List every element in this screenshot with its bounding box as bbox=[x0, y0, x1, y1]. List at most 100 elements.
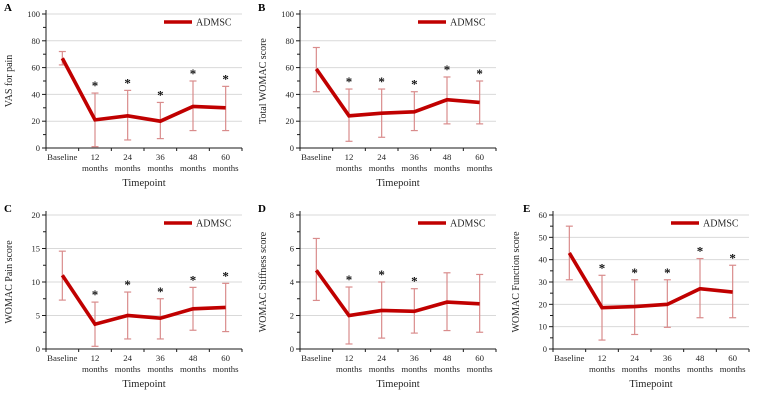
x-category-label: months bbox=[622, 364, 648, 374]
significance-marker: * bbox=[631, 265, 638, 280]
y-tick-label: 80 bbox=[286, 36, 295, 46]
y-tick-label: 40 bbox=[539, 255, 548, 265]
panel-b: B 0 20 40 60 80 100 * * * * * ADMSC Baseline 12 months… bbox=[256, 2, 506, 199]
x-category-label: Baseline bbox=[554, 353, 584, 363]
panel-letter-b: B bbox=[258, 2, 266, 14]
x-category-label: 48 bbox=[443, 353, 452, 363]
y-tick-label: 0 bbox=[36, 344, 40, 354]
x-category-label: 36 bbox=[156, 353, 165, 363]
x-category-label: months bbox=[336, 364, 362, 374]
significance-marker: * bbox=[346, 272, 353, 287]
y-tick-label: 0 bbox=[290, 143, 294, 153]
x-axis-title: Timepoint bbox=[376, 379, 419, 390]
significance-marker: * bbox=[599, 260, 606, 275]
x-category-label: months bbox=[115, 364, 141, 374]
significance-marker: * bbox=[378, 74, 385, 89]
y-tick-label: 0 bbox=[543, 344, 547, 354]
y-tick-label: 8 bbox=[290, 210, 294, 220]
y-tick-label: 15 bbox=[32, 244, 41, 254]
data-line bbox=[60, 274, 226, 327]
panel-letter-e: E bbox=[523, 203, 531, 215]
legend-label: ADMSC bbox=[196, 219, 232, 230]
significance-marker: * bbox=[92, 78, 99, 93]
x-category-label: 12 bbox=[91, 152, 100, 162]
significance-marker: * bbox=[664, 265, 671, 280]
y-tick-label: 10 bbox=[539, 322, 548, 332]
y-tick-label: 10 bbox=[32, 277, 41, 287]
x-category-label: months bbox=[213, 163, 239, 173]
y-tick-label: 20 bbox=[32, 116, 41, 126]
y-tick-label: 60 bbox=[286, 63, 295, 73]
x-category-label: months bbox=[401, 364, 427, 374]
x-category-label: 24 bbox=[123, 152, 132, 162]
x-category-label: months bbox=[720, 364, 746, 374]
x-category-label: 24 bbox=[630, 353, 639, 363]
x-category-label: months bbox=[687, 364, 713, 374]
x-category-label: months bbox=[467, 163, 493, 173]
y-tick-label: 5 bbox=[36, 311, 40, 321]
significance-marker: * bbox=[346, 74, 353, 89]
significance-marker: * bbox=[411, 274, 418, 289]
legend-label: ADMSC bbox=[196, 18, 232, 29]
x-category-label: months bbox=[654, 364, 680, 374]
y-tick-label: 0 bbox=[290, 344, 294, 354]
y-axis-title: WOMAC Pain score bbox=[4, 240, 15, 324]
significance-marker: * bbox=[729, 250, 736, 265]
legend-label: ADMSC bbox=[450, 18, 486, 29]
x-category-label: months bbox=[434, 364, 460, 374]
x-category-label: months bbox=[147, 163, 173, 173]
x-category-label: 24 bbox=[123, 353, 132, 363]
x-category-label: 36 bbox=[663, 353, 672, 363]
data-line bbox=[567, 252, 733, 310]
x-category-label: months bbox=[147, 364, 173, 374]
significance-marker: * bbox=[190, 66, 197, 81]
significance-marker: * bbox=[157, 87, 164, 102]
x-category-label: Baseline bbox=[301, 353, 331, 363]
x-category-label: 48 bbox=[189, 152, 198, 162]
y-tick-label: 100 bbox=[281, 9, 294, 19]
data-line bbox=[314, 269, 480, 318]
y-tick-label: 20 bbox=[32, 210, 41, 220]
y-tick-label: 6 bbox=[290, 244, 294, 254]
y-tick-label: 50 bbox=[539, 232, 548, 242]
y-tick-label: 60 bbox=[539, 210, 548, 220]
panel-e: E 0 10 20 30 40 50 60 * * * * * ADMSC Baseline 12 month… bbox=[509, 203, 759, 400]
x-category-label: 60 bbox=[728, 353, 737, 363]
data-line bbox=[314, 67, 480, 118]
x-category-label: months bbox=[180, 364, 206, 374]
x-category-label: 24 bbox=[377, 353, 386, 363]
x-category-label: 12 bbox=[345, 152, 354, 162]
x-category-label: months bbox=[180, 163, 206, 173]
x-category-label: 48 bbox=[696, 353, 705, 363]
x-category-label: months bbox=[336, 163, 362, 173]
panel-a: A 0 20 40 60 80 100 * * * * * ADMSC Baseline 12 months… bbox=[2, 2, 252, 199]
x-category-label: 48 bbox=[443, 152, 452, 162]
significance-marker: * bbox=[157, 284, 164, 299]
y-tick-label: 80 bbox=[32, 36, 41, 46]
significance-marker: * bbox=[444, 62, 451, 77]
x-category-label: months bbox=[213, 364, 239, 374]
y-tick-label: 60 bbox=[32, 63, 41, 73]
y-tick-label: 100 bbox=[27, 9, 40, 19]
x-axis-title: Timepoint bbox=[122, 178, 165, 189]
significance-marker: * bbox=[92, 287, 99, 302]
significance-marker: * bbox=[124, 75, 131, 90]
x-category-label: 60 bbox=[221, 152, 230, 162]
y-tick-label: 40 bbox=[32, 89, 41, 99]
x-category-label: 48 bbox=[189, 353, 198, 363]
x-axis-title: Timepoint bbox=[122, 379, 165, 390]
x-category-label: 60 bbox=[475, 152, 484, 162]
y-axis-title: WOMAC Stiffness score bbox=[258, 231, 269, 332]
x-category-label: months bbox=[467, 364, 493, 374]
legend-label: ADMSC bbox=[703, 219, 739, 230]
y-tick-label: 20 bbox=[539, 299, 548, 309]
panel-letter-d: D bbox=[258, 203, 266, 215]
panel-d: D 0 2 4 6 8 * * * ADMSC Baseline 12 months 24 months 3… bbox=[256, 203, 506, 400]
x-category-label: 60 bbox=[221, 353, 230, 363]
significance-marker: * bbox=[697, 244, 704, 259]
